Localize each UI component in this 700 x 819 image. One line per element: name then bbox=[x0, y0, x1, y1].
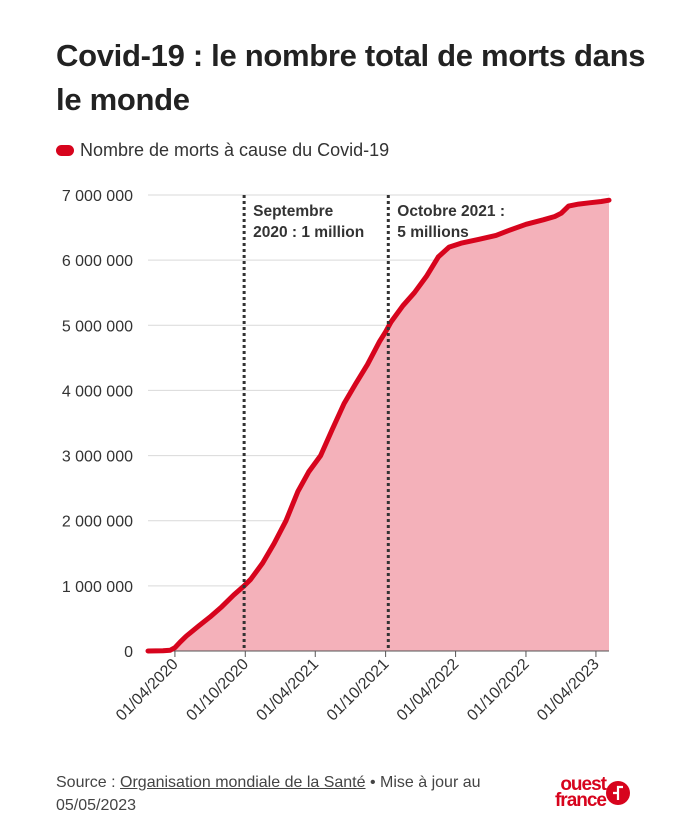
y-tick-label: 0 bbox=[124, 644, 133, 661]
chart-legend: Nombre de morts à cause du Covid-19 bbox=[56, 140, 389, 161]
y-tick-label: 2 000 000 bbox=[62, 514, 133, 531]
y-tick-label: 4 000 000 bbox=[62, 383, 133, 400]
x-tick-label: 01/04/2022 bbox=[394, 656, 463, 725]
update-label: • Mise à jour au bbox=[365, 774, 481, 791]
update-date: 05/05/2023 bbox=[56, 797, 137, 814]
chart-title: Covid-19 : le nombre total de morts dans… bbox=[56, 38, 646, 117]
chart-area: 0 1 000 000 2 000 000 3 000 000 4 000 000 5 0… bbox=[62, 188, 612, 725]
x-tick-label: 01/10/2022 bbox=[464, 656, 533, 725]
x-tick-label: 01/10/2020 bbox=[183, 656, 252, 725]
logo-line-2: france bbox=[554, 790, 607, 811]
x-tick-label: 01/04/2021 bbox=[253, 656, 322, 725]
x-tick-label: 01/04/2023 bbox=[534, 656, 603, 725]
x-tick-label: 01/10/2021 bbox=[324, 656, 393, 725]
source-footer: Source : Organisation mondiale de la San… bbox=[56, 771, 526, 817]
legend-label: Nombre de morts à cause du Covid-19 bbox=[80, 140, 390, 160]
logo-circle-icon bbox=[606, 781, 630, 805]
ouest-france-logo: ouest france bbox=[536, 774, 636, 813]
logo-text: ouest france bbox=[554, 774, 607, 811]
y-tick-label: 1 000 000 bbox=[62, 579, 133, 596]
annotation-text: Septembre bbox=[253, 203, 333, 220]
series-line bbox=[145, 197, 612, 654]
source-link[interactable]: Organisation mondiale de la Santé bbox=[120, 774, 366, 791]
annotation-text: 5 millions bbox=[397, 224, 469, 241]
series-area bbox=[148, 200, 609, 651]
y-tick-label: 6 000 000 bbox=[62, 253, 133, 270]
y-tick-label: 7 000 000 bbox=[62, 188, 133, 205]
x-tick-label: 01/04/2020 bbox=[113, 656, 182, 725]
y-tick-label: 5 000 000 bbox=[62, 318, 133, 335]
source-prefix: Source : bbox=[56, 774, 121, 791]
legend-swatch bbox=[56, 145, 74, 156]
logo-line-1: ouest bbox=[560, 774, 607, 795]
annotation-text: Octobre 2021 : bbox=[397, 203, 505, 220]
annotation-text: 2020 : 1 million bbox=[253, 224, 364, 241]
y-tick-label: 3 000 000 bbox=[62, 449, 133, 466]
